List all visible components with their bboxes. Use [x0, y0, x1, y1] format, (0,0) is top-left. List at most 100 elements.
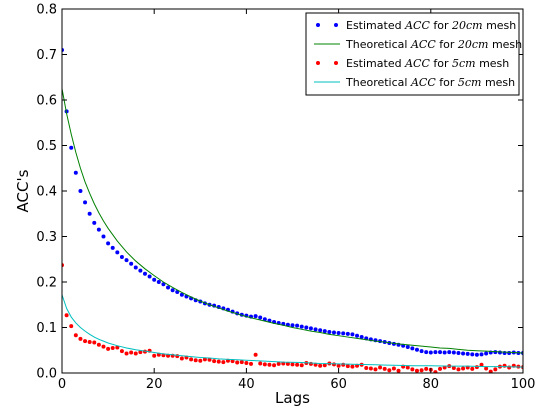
- data-point: [331, 330, 336, 335]
- data-point: [313, 362, 318, 367]
- data-point: [152, 277, 157, 282]
- data-point: [341, 362, 346, 367]
- data-point: [290, 362, 295, 367]
- data-point: [373, 367, 378, 372]
- series-1: [62, 88, 523, 354]
- data-point: [447, 350, 452, 355]
- data-point: [331, 362, 336, 367]
- data-point: [405, 345, 410, 350]
- data-point: [198, 358, 203, 363]
- legend-label: Theoretical ACC for 5cm mesh: [345, 76, 515, 89]
- data-point: [156, 280, 161, 284]
- data-point: [442, 350, 447, 355]
- data-point: [345, 364, 350, 369]
- data-point: [73, 170, 78, 175]
- y-tick-label: 0.5: [36, 139, 57, 154]
- y-tick-label: 0.3: [36, 230, 57, 245]
- legend-point-swatch: [316, 61, 320, 65]
- data-point: [207, 357, 212, 362]
- data-point: [179, 292, 184, 297]
- x-axis-title: Lags: [275, 389, 310, 407]
- data-point: [336, 330, 341, 335]
- data-point: [451, 366, 456, 370]
- y-axis: 0.0 0.1 0.2 0.3 0.4 0.5 0.6 0.7 0.8: [36, 3, 523, 382]
- data-point: [69, 145, 74, 150]
- data-point: [424, 350, 429, 355]
- legend-label: Theoretical ACC for 20cm mesh: [345, 38, 522, 51]
- data-point: [96, 227, 101, 232]
- data-point: [262, 317, 267, 322]
- x-tick-label: 60: [330, 377, 347, 392]
- data-point: [179, 356, 184, 361]
- data-point: [322, 363, 327, 368]
- data-point: [424, 366, 429, 371]
- y-tick-label: 0.4: [36, 185, 57, 200]
- data-point: [262, 362, 267, 367]
- legend-item: Estimated ACC for 5cm mesh: [316, 57, 509, 70]
- data-point: [484, 351, 489, 356]
- data-point: [295, 362, 300, 367]
- data-point: [73, 333, 78, 338]
- data-point: [64, 313, 69, 318]
- data-point: [92, 220, 97, 225]
- data-point: [142, 271, 147, 276]
- data-point: [433, 370, 438, 373]
- data-point: [350, 332, 355, 337]
- data-point: [484, 366, 489, 371]
- data-point: [193, 358, 198, 363]
- data-point: [299, 363, 304, 368]
- data-point: [410, 367, 415, 372]
- data-point: [290, 323, 295, 328]
- data-point: [474, 365, 479, 370]
- data-point: [115, 345, 120, 350]
- data-point: [451, 350, 456, 355]
- data-point: [115, 250, 120, 255]
- data-point: [221, 360, 226, 365]
- y-axis-title: ACC's: [14, 169, 32, 212]
- data-point: [101, 344, 106, 349]
- data-point: [83, 339, 88, 344]
- data-point: [336, 363, 341, 368]
- data-point: [101, 234, 106, 239]
- data-point: [313, 327, 318, 332]
- data-point: [110, 245, 115, 250]
- data-point: [78, 189, 83, 193]
- data-point: [202, 357, 207, 362]
- data-point: [129, 350, 134, 355]
- data-point: [124, 351, 129, 356]
- legend-item: Theoretical ACC for 5cm mesh: [314, 76, 515, 89]
- legend-box: [305, 12, 520, 96]
- legend-point-swatch: [334, 61, 338, 65]
- data-point: [152, 353, 157, 358]
- data-point: [299, 324, 304, 329]
- y-tick-label: 0.7: [36, 48, 57, 63]
- data-point: [341, 331, 346, 336]
- data-point: [493, 367, 498, 372]
- data-point: [138, 268, 143, 273]
- data-point: [419, 368, 424, 373]
- data-point: [345, 331, 350, 336]
- data-point: [253, 314, 258, 319]
- data-point: [87, 340, 92, 345]
- data-point: [276, 361, 281, 366]
- data-point: [189, 357, 194, 362]
- data-point: [456, 367, 461, 372]
- data-point: [461, 366, 466, 371]
- data-point: [239, 360, 244, 365]
- data-point: [479, 362, 484, 367]
- data-point: [359, 335, 364, 340]
- data-point: [391, 366, 396, 371]
- legend-item: Theoretical ACC for 20cm mesh: [314, 38, 522, 51]
- data-point: [355, 333, 360, 338]
- y-tick-label: 0.2: [36, 276, 57, 291]
- x-tick-label: 20: [146, 377, 163, 392]
- legend-label: Estimated ACC for 5cm mesh: [346, 57, 509, 70]
- data-point: [253, 352, 258, 357]
- data-point: [295, 323, 300, 328]
- data-point: [110, 345, 115, 350]
- legend: Estimated ACC for 20cm mesh Theoretical A…: [305, 12, 522, 96]
- data-point: [124, 258, 129, 263]
- data-point: [83, 200, 88, 205]
- data-point: [322, 329, 327, 334]
